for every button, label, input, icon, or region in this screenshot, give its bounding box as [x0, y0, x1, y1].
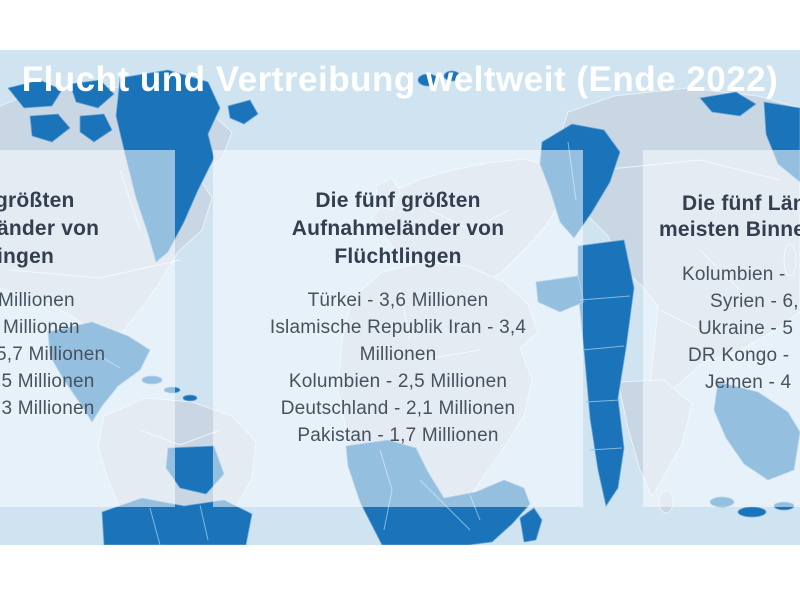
right-panel-list-item: Jemen - 4	[705, 372, 792, 393]
left-panel-title-line: größten	[0, 189, 75, 212]
left-panel-list-item: 5,7 Millionen	[0, 344, 106, 365]
left-panel-list-item: ,3 Millionen	[0, 398, 95, 419]
left-panel-list-item: ,5 Millionen	[0, 371, 95, 392]
right-panel-title-line: Die fünf Län	[682, 192, 800, 215]
middle-panel-list-item: Türkei - 3,6 Millionen	[307, 290, 489, 311]
middle-panel-list: Türkei - 3,6 Millionen Islamische Republ…	[213, 287, 583, 449]
middle-panel-title-line: Flüchtlingen	[334, 245, 462, 268]
middle-panel-title-line: Die fünf größten	[315, 189, 481, 212]
middle-panel-list-item: Islamische Republik Iran - 3,4	[269, 317, 527, 338]
left-panel-list-item: Millionen	[3, 317, 80, 338]
right-panel-list-item: Syrien - 6,	[710, 291, 799, 312]
middle-panel-title-line: Aufnahmeländer von	[291, 217, 505, 240]
left-panel-list-item: Millionen	[0, 290, 75, 311]
right-panel-list-item: Ukraine - 5	[698, 318, 794, 339]
panel-idp-countries	[643, 150, 800, 507]
panel-origin-countries	[0, 150, 175, 507]
middle-panel-list-item: Millionen	[359, 344, 437, 365]
middle-panel-list-item: Pakistan - 1,7 Millionen	[297, 425, 499, 446]
right-panel-list-item: Kolumbien -	[682, 264, 786, 285]
right-panel-list-item: DR Kongo -	[688, 345, 790, 366]
middle-panel-list-item: Deutschland - 2,1 Millionen	[280, 398, 516, 419]
middle-panel-list-item: Kolumbien - 2,5 Millionen	[288, 371, 508, 392]
left-panel-title-line: ingen	[0, 245, 54, 268]
panel-host-countries	[213, 150, 583, 507]
left-panel-title-line: änder von	[0, 217, 100, 240]
middle-panel-title: Die fünf größten Aufnahmeländer von Flüc…	[213, 187, 583, 271]
world-map-area: Flucht und Vertreibung weltweit (Ende 20…	[0, 50, 800, 545]
right-panel-title-line: meisten Binne	[659, 218, 800, 241]
page-title: Flucht und Vertreibung weltweit (Ende 20…	[21, 60, 779, 99]
